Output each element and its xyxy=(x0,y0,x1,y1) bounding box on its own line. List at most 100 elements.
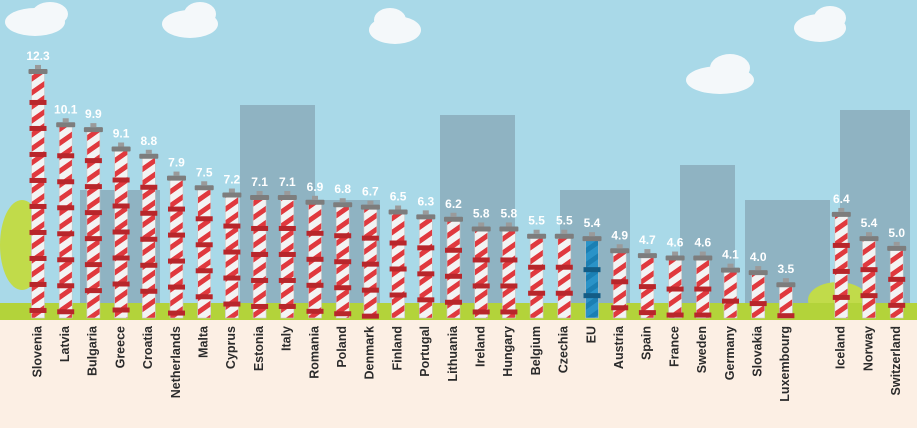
pipe-cap-top xyxy=(35,64,41,69)
value-label: 4.7 xyxy=(639,233,656,247)
pipe-ring xyxy=(195,216,213,222)
pipe-ring xyxy=(223,275,241,281)
pipe-cap xyxy=(194,185,214,191)
pipe-ring xyxy=(29,281,47,287)
pipe-ring xyxy=(638,310,656,316)
category-label: Hungary xyxy=(501,326,515,377)
pipe-ring xyxy=(168,310,185,316)
pipe-ring xyxy=(251,277,269,283)
pipe-cap-top xyxy=(838,207,845,212)
pipe xyxy=(252,197,267,319)
category-label: Switzerland xyxy=(889,326,903,395)
pipe-cap xyxy=(887,245,907,251)
pipe-ring xyxy=(84,236,102,242)
pipe-cap xyxy=(333,202,353,208)
value-label: 4.0 xyxy=(750,250,767,264)
value-label: 6.9 xyxy=(307,180,324,194)
pipe-ring xyxy=(832,268,850,274)
pipe-cap xyxy=(416,214,436,220)
pipe-ring xyxy=(472,283,490,289)
pipe-group xyxy=(582,232,602,319)
pipe-group xyxy=(28,64,48,319)
pipe-ring xyxy=(29,125,47,131)
pipe-ring xyxy=(389,266,407,272)
pipe-cap-top xyxy=(62,118,69,123)
pipe-group xyxy=(665,251,685,319)
pipe-ring xyxy=(57,283,75,289)
value-label: 5.8 xyxy=(473,206,490,220)
value-label: 4.6 xyxy=(694,236,711,250)
category-label: Portugal xyxy=(418,326,432,377)
pipe-ring xyxy=(306,256,324,262)
pipe-cap xyxy=(831,211,851,217)
value-label: 4.9 xyxy=(611,228,628,242)
pipe-ring xyxy=(361,261,379,267)
pipe-ring xyxy=(500,283,518,289)
pipe-ring xyxy=(112,177,130,183)
pipe-group xyxy=(721,263,740,319)
pipe-cap-top xyxy=(589,232,595,237)
pipe-ring xyxy=(832,242,850,248)
value-label: 5.4 xyxy=(584,216,601,230)
pipe-cap xyxy=(693,255,713,261)
value-label: 5.5 xyxy=(556,214,573,228)
pipe-ring xyxy=(860,293,878,299)
pipe-ring xyxy=(334,285,352,291)
pipe-ring xyxy=(57,257,75,263)
pipe-ring xyxy=(195,268,213,274)
value-label: 6.7 xyxy=(362,185,379,199)
pipe-group xyxy=(250,190,270,319)
pipe-cap xyxy=(610,248,630,254)
category-label: Germany xyxy=(723,326,737,380)
value-label: 7.9 xyxy=(168,156,185,170)
value-label: 4.6 xyxy=(667,236,684,250)
category-label: France xyxy=(667,326,681,367)
pipe-cap xyxy=(83,127,103,133)
pipe-ring xyxy=(112,229,130,235)
pipe-cap-top xyxy=(312,195,318,200)
category-label: Greece xyxy=(113,326,127,368)
pipe-cap xyxy=(554,233,574,239)
pipe-ring xyxy=(251,303,269,309)
pipe-ring xyxy=(195,294,213,300)
value-label: 6.3 xyxy=(417,194,434,208)
pipe-group xyxy=(831,207,851,319)
pipe-ring xyxy=(29,307,47,313)
pipe-ring xyxy=(84,158,102,164)
pipe-ring xyxy=(361,313,379,319)
pipe-cap xyxy=(444,216,463,222)
pipe-group xyxy=(444,212,463,319)
pipe-ring xyxy=(306,230,324,236)
category-label: Malta xyxy=(196,325,210,358)
pipe xyxy=(585,238,599,319)
pipe-ring xyxy=(472,257,490,263)
pipe-ring xyxy=(306,282,324,288)
value-label: 7.1 xyxy=(251,175,268,189)
pipe-group xyxy=(56,118,76,319)
value-label: 5.4 xyxy=(861,216,878,230)
pipe-cap xyxy=(721,267,740,273)
pipe-ring xyxy=(84,288,102,294)
pipe-cap xyxy=(28,68,48,74)
pipe-ring xyxy=(223,249,241,255)
pipe-cap xyxy=(582,236,602,242)
pipe-group xyxy=(776,278,796,319)
category-label: Ireland xyxy=(473,326,487,367)
pipe-cap xyxy=(277,194,297,200)
pipe-ring xyxy=(888,276,906,282)
pipe xyxy=(862,238,876,319)
pipe xyxy=(529,236,544,319)
pipe xyxy=(225,195,239,319)
pipe-group xyxy=(83,123,103,319)
category-label: Netherlands xyxy=(169,326,183,398)
pipe-ring xyxy=(389,292,407,298)
pipe-cap-top xyxy=(422,210,429,215)
pipe-ring xyxy=(528,264,546,270)
pipe-cap-top xyxy=(90,123,97,128)
pipe-ring xyxy=(57,205,75,211)
pipe-ring xyxy=(583,267,601,273)
pipe-ring xyxy=(112,281,130,287)
pipe xyxy=(751,272,766,319)
pipe-cap-top xyxy=(505,222,512,227)
pipe-ring xyxy=(140,184,158,190)
